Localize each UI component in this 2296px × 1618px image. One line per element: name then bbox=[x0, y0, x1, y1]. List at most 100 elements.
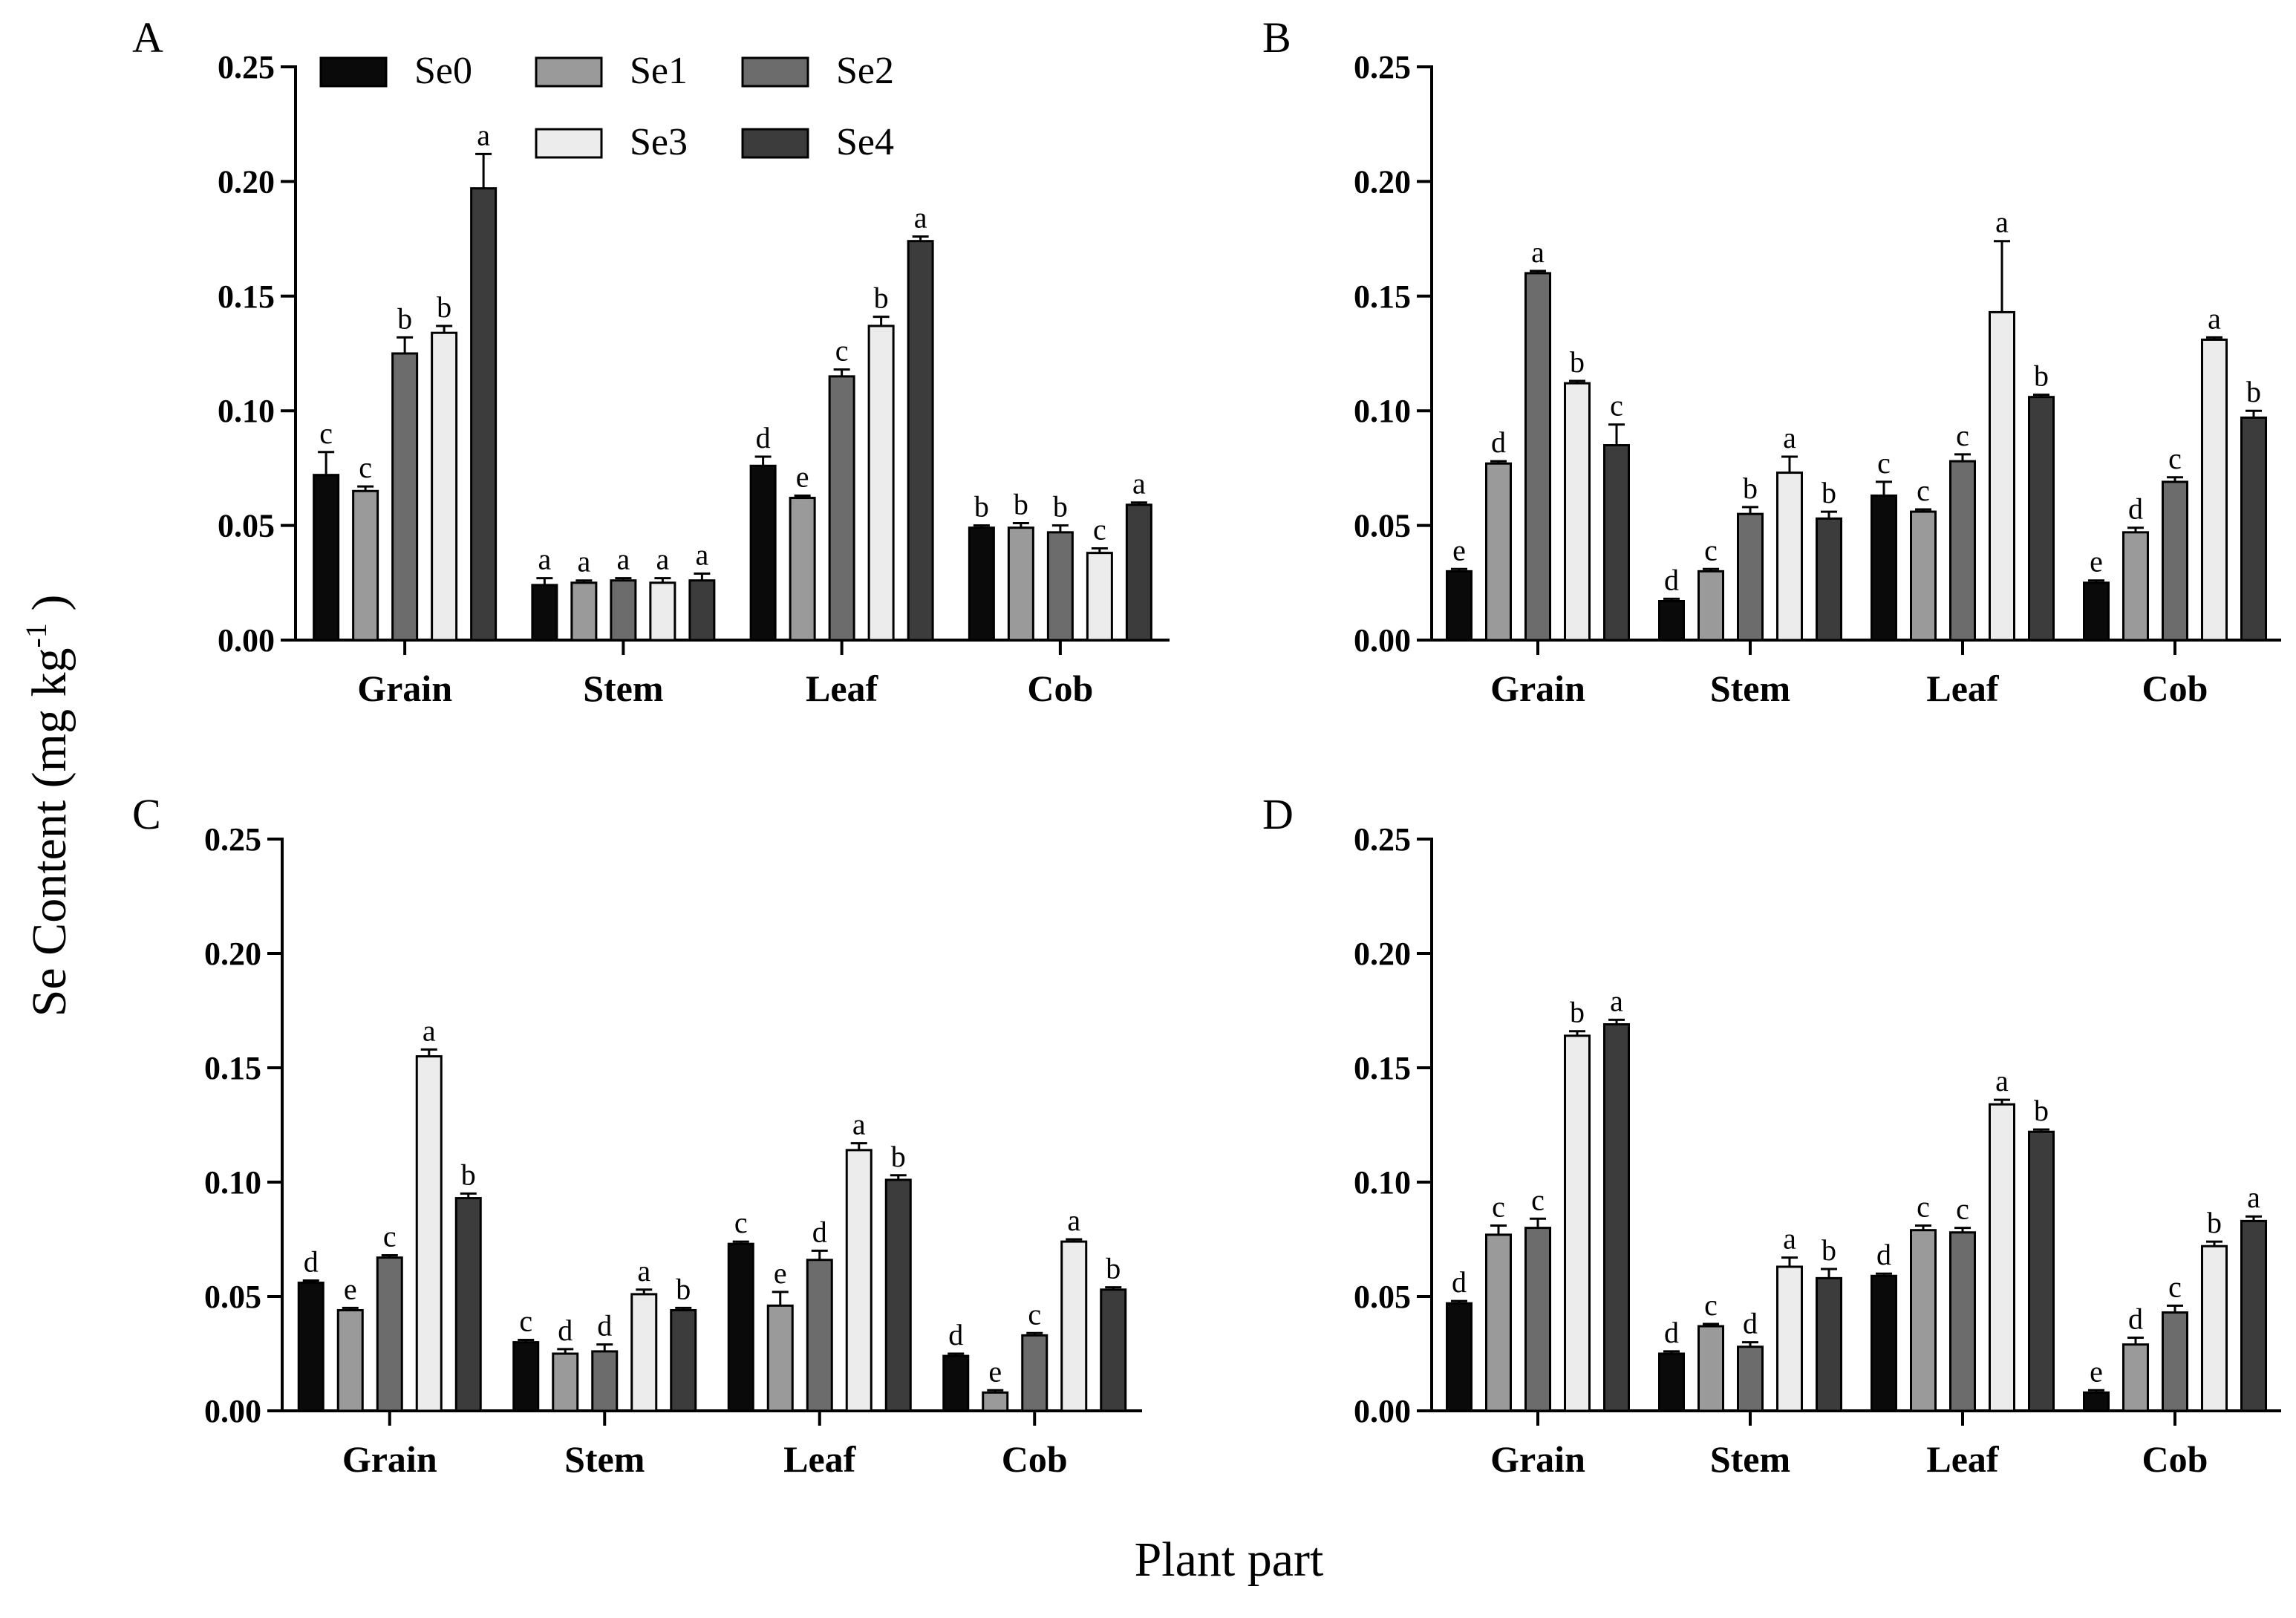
panel-c-sig-letter: b bbox=[676, 1272, 691, 1305]
y-axis-title: Se Content (mg kg-1 ) bbox=[19, 595, 76, 1017]
panel-b-bar-cob-se0 bbox=[2083, 581, 2110, 642]
panel-d-bar-cob-se0 bbox=[2083, 1391, 2110, 1412]
panel-c-sig-letter: d bbox=[304, 1245, 319, 1278]
panel-d-sig-letter: c bbox=[1492, 1190, 1505, 1224]
panel-b-bar-leaf-se3 bbox=[1989, 310, 2015, 642]
panel-b-sig-letter: b bbox=[2246, 375, 2261, 408]
panel-b-sig-letter: d bbox=[1664, 563, 1679, 596]
panel-a-bar-leaf-se0 bbox=[749, 464, 777, 642]
panel-b-bar-leaf-se2 bbox=[1949, 460, 1976, 642]
panel-d-sig-letter: a bbox=[2247, 1181, 2260, 1214]
panel-d-sig-letter: d bbox=[1743, 1307, 1758, 1340]
legend-label: Se4 bbox=[836, 121, 894, 163]
panel-b-bar-grain-se3 bbox=[1564, 382, 1591, 642]
panel-d-bar-grain-se1 bbox=[1485, 1233, 1512, 1412]
panel-b-sig-letter: a bbox=[2208, 301, 2221, 335]
panel-c-sig-letter: d bbox=[948, 1318, 963, 1351]
panel-b-bar-grain-se2 bbox=[1524, 272, 1551, 642]
panel-a-y-tick-label: 0.20 bbox=[218, 163, 275, 200]
panel-b-category-label: Leaf bbox=[1926, 668, 2000, 709]
panel-d-sig-letter: e bbox=[2090, 1354, 2103, 1388]
panel-c-bar-grain-se2 bbox=[376, 1256, 403, 1412]
panel-c-y-tick-label: 0.00 bbox=[204, 1393, 261, 1429]
panel-c-bar-stem-se2 bbox=[591, 1350, 619, 1412]
panel-d-sig-letter: d bbox=[1664, 1316, 1679, 1349]
legend-label: Se2 bbox=[836, 50, 894, 92]
panel-b-bar-cob-se4 bbox=[2240, 416, 2267, 642]
panel-c-sig-letter: b bbox=[1106, 1252, 1121, 1285]
legend-label: Se3 bbox=[630, 121, 688, 163]
panel-c-y-tick-label: 0.20 bbox=[204, 936, 261, 972]
panel-b-bar-leaf-se4 bbox=[2028, 396, 2055, 642]
panel-a-bar-stem-se2 bbox=[610, 579, 637, 642]
panel-d-y-tick-label: 0.05 bbox=[1354, 1279, 1411, 1315]
panel-c-sig-letter: c bbox=[383, 1220, 397, 1253]
panel-b-bar-leaf-se0 bbox=[1871, 494, 1897, 642]
panel-d-sig-letter: a bbox=[1610, 984, 1623, 1017]
panel-d-sig-letter: b bbox=[1570, 996, 1585, 1029]
panel-c-bar-cob-se3 bbox=[1060, 1240, 1088, 1412]
panel-b-bar-grain-se0 bbox=[1446, 570, 1472, 642]
panel-d-sig-letter: b bbox=[2207, 1206, 2222, 1239]
panel-b-y-tick-label: 0.15 bbox=[1354, 278, 1411, 315]
panel-b-sig-letter: b bbox=[2034, 359, 2049, 393]
panel-b-bar-grain-se4 bbox=[1603, 444, 1630, 642]
panel-c-sig-letter: d bbox=[812, 1215, 827, 1248]
panel-c-y-tick-label: 0.05 bbox=[204, 1279, 261, 1315]
panel-c-y-tick-label: 0.25 bbox=[204, 821, 261, 858]
panel-b-category-label: Stem bbox=[1710, 668, 1790, 709]
legend-swatch bbox=[741, 128, 809, 159]
panel-b-sig-letter: c bbox=[1704, 533, 1718, 567]
panel-d-category-label: Leaf bbox=[1926, 1438, 2000, 1480]
panel-b-bar-leaf-se1 bbox=[1910, 510, 1937, 642]
panel-d-bar-leaf-se4 bbox=[2028, 1130, 2055, 1412]
panel-a-bar-stem-se4 bbox=[688, 579, 716, 642]
panel-b-letter: B bbox=[1262, 13, 1291, 62]
panel-b-sig-letter: e bbox=[1452, 533, 1466, 567]
panel-a-bar-cob-se3 bbox=[1086, 552, 1113, 642]
legend-label: Se0 bbox=[414, 50, 472, 92]
panel-a-bar-grain-se0 bbox=[313, 474, 340, 642]
panel-a-sig-letter: b bbox=[974, 490, 989, 523]
panel-d-y-tick-label: 0.15 bbox=[1354, 1050, 1411, 1086]
x-axis-title: Plant part bbox=[1135, 1533, 1324, 1587]
panel-c-category-label: Leaf bbox=[783, 1438, 857, 1480]
panel-d-sig-letter: c bbox=[1917, 1190, 1930, 1224]
panel-d-bar-leaf-se1 bbox=[1910, 1229, 1937, 1412]
panel-d-bar-cob-se4 bbox=[2240, 1219, 2267, 1412]
panel-c-sig-letter: e bbox=[344, 1272, 357, 1305]
panel-d-y-tick-label: 0.20 bbox=[1354, 936, 1411, 972]
panel-d-sig-letter: d bbox=[1452, 1265, 1467, 1299]
panel-d-sig-letter: a bbox=[1995, 1064, 2009, 1097]
panel-d-letter: D bbox=[1262, 790, 1294, 838]
panel-d-sig-letter: c bbox=[1956, 1193, 1969, 1226]
panel-d-sig-letter: d bbox=[1876, 1238, 1891, 1271]
legend-item-se4: Se4 bbox=[741, 121, 894, 163]
panel-d-category-label: Stem bbox=[1710, 1438, 1790, 1480]
panel-c-bar-leaf-se3 bbox=[845, 1149, 873, 1412]
panel-a-sig-letter: c bbox=[319, 417, 333, 450]
panel-a-bar-stem-se3 bbox=[649, 581, 676, 642]
panel-a-sig-letter: a bbox=[656, 543, 669, 576]
panel-b-sig-letter: c bbox=[2168, 442, 2182, 475]
panel-a-bar-cob-se1 bbox=[1007, 526, 1034, 642]
panel-c-category-label: Cob bbox=[1002, 1438, 1068, 1480]
panel-d-bar-grain-se0 bbox=[1446, 1302, 1472, 1412]
panel-a-category-label: Cob bbox=[1027, 668, 1093, 709]
panel-b-category-label: Grain bbox=[1490, 668, 1585, 709]
panel-d-bar-cob-se2 bbox=[2162, 1311, 2188, 1412]
panel-c-bar-grain-se0 bbox=[297, 1282, 324, 1412]
panel-c-sig-letter: c bbox=[1028, 1297, 1041, 1331]
panel-d-bar-cob-se3 bbox=[2201, 1245, 2228, 1412]
panel-d-bar-leaf-se0 bbox=[1871, 1274, 1897, 1412]
panel-a-letter: A bbox=[132, 13, 163, 62]
panel-a-sig-letter: c bbox=[1093, 512, 1106, 546]
panel-b-sig-letter: d bbox=[2128, 492, 2143, 526]
panel-a-y-tick-label: 0.25 bbox=[218, 49, 275, 85]
panel-c-sig-letter: c bbox=[734, 1206, 748, 1239]
panel-d-sig-letter: c bbox=[2168, 1270, 2182, 1303]
panel-c-sig-letter: b bbox=[461, 1158, 476, 1191]
